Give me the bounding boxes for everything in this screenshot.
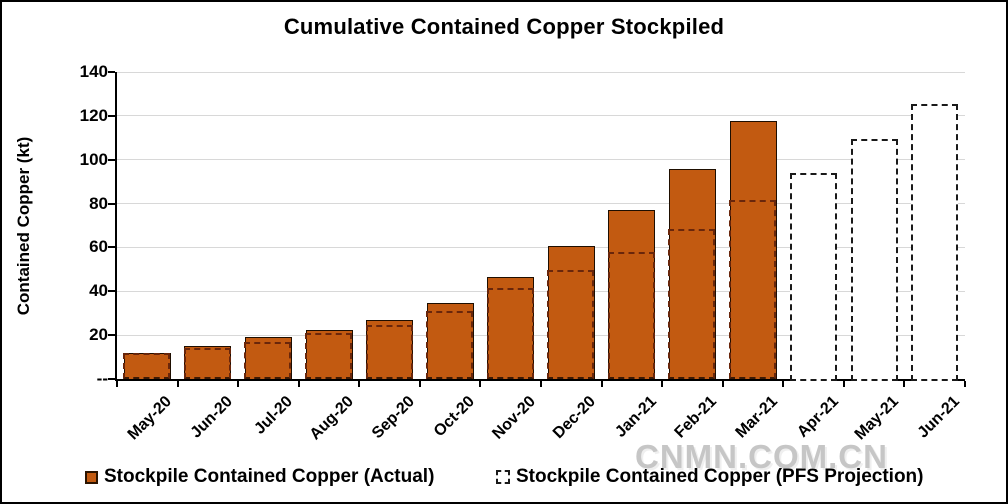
- projection-bar-Apr-21: [790, 172, 838, 381]
- projection-level-Mar-21: [729, 200, 776, 379]
- actual-bar-Feb-21: [668, 168, 716, 379]
- legend-label-actual: Stockpile Contained Copper (Actual): [104, 466, 435, 487]
- x-axis-line: [115, 379, 965, 381]
- x-boundary-tick-4: [358, 381, 361, 387]
- y-axis-line: [115, 72, 117, 381]
- y-tick-60: [108, 246, 115, 249]
- x-boundary-tick-13: [903, 381, 906, 387]
- solid-bar-legend-swatch: [85, 470, 98, 484]
- y-tick-20: [108, 334, 115, 337]
- y-tick-40: [108, 290, 115, 293]
- y-tick-label-120: 120: [79, 105, 108, 125]
- projection-bar-May-21: [850, 138, 898, 381]
- gridline-140: [117, 71, 965, 73]
- gridline-80: [117, 203, 965, 205]
- projection-level-Oct-20: [426, 311, 474, 379]
- y-tick-label-100: 100: [79, 149, 108, 169]
- x-boundary-tick-3: [297, 381, 300, 387]
- y-tick-label-0: --: [96, 369, 108, 388]
- projection-level-Feb-21: [668, 228, 716, 379]
- projection-level-Jan-21: [607, 251, 655, 379]
- actual-bar-Jul-20: [244, 337, 292, 379]
- actual-bar-May-20: [123, 352, 171, 379]
- projection-level-Nov-20: [486, 288, 534, 379]
- gridline-60: [117, 246, 965, 248]
- dashed-bar-legend-swatch: [496, 470, 510, 484]
- legend: Stockpile Contained Copper (Actual) Stoc…: [2, 466, 1006, 492]
- x-boundary-tick-11: [782, 381, 785, 387]
- y-axis-title: Contained Copper (kt): [14, 136, 33, 316]
- gridline-100: [117, 159, 965, 161]
- y-tick-label-60: 60: [89, 237, 108, 257]
- x-boundary-tick-6: [479, 381, 482, 387]
- chart-title: Cumulative Contained Copper Stockpiled: [283, 14, 725, 39]
- projection-level-Sep-20: [365, 325, 413, 379]
- y-tick-label-20: 20: [89, 325, 108, 345]
- projection-level-Jun-20: [183, 348, 231, 379]
- x-boundary-tick-14: [964, 381, 966, 387]
- x-boundary-tick-1: [176, 381, 179, 387]
- x-boundary-tick-2: [237, 381, 240, 387]
- actual-bar-Jun-20: [183, 346, 232, 379]
- actual-bar-Nov-20: [486, 277, 535, 379]
- projection-level-May-20: [123, 352, 171, 379]
- actual-bar-Mar-21: [729, 121, 777, 379]
- y-tick-label-140: 140: [79, 62, 108, 81]
- projection-level-Dec-20: [547, 270, 595, 379]
- x-boundary-tick-10: [721, 381, 724, 387]
- y-tick-label-40: 40: [89, 281, 108, 301]
- projection-level-Jul-20: [244, 341, 292, 379]
- gridline-120: [117, 115, 965, 117]
- y-tick-80: [108, 202, 115, 205]
- actual-bar-Oct-20: [426, 303, 474, 379]
- x-boundary-tick-9: [661, 381, 664, 387]
- actual-bar-Sep-20: [365, 319, 414, 379]
- plot-area: May-20 Jun-20 Jul-20 Aug-20 Sep-20 Oct-20 Nov-…: [108, 71, 966, 443]
- projection-level-Aug-20: [305, 332, 352, 379]
- y-tick-label-80: 80: [89, 193, 108, 213]
- actual-bar-Jan-21: [607, 210, 656, 379]
- x-boundary-tick-7: [540, 381, 542, 387]
- gridline-40: [117, 290, 965, 292]
- x-boundary-tick-12: [842, 381, 845, 387]
- x-boundary-tick-5: [418, 381, 421, 387]
- legend-entry-actual: Stockpile Contained Copper (Actual): [85, 466, 434, 488]
- x-boundary-tick-8: [600, 381, 603, 387]
- x-boundary-tick-0: [116, 381, 118, 387]
- gridline-20: [117, 334, 965, 336]
- watermark-text: CNMN.COM.CN: [635, 438, 888, 475]
- actual-bar-Aug-20: [305, 329, 353, 379]
- actual-bar-Dec-20: [547, 246, 595, 379]
- projection-bar-Jun-21: [911, 103, 959, 381]
- y-tick-100: [108, 158, 115, 161]
- y-tick-120: [108, 114, 115, 117]
- y-tick-140: [108, 71, 115, 73]
- y-tick-0: [108, 378, 115, 380]
- legend-label-projection: Stockpile Contained Copper (PFS Projecti…: [516, 466, 924, 487]
- legend-entry-projection: Stockpile Contained Copper (PFS Projecti…: [496, 466, 923, 488]
